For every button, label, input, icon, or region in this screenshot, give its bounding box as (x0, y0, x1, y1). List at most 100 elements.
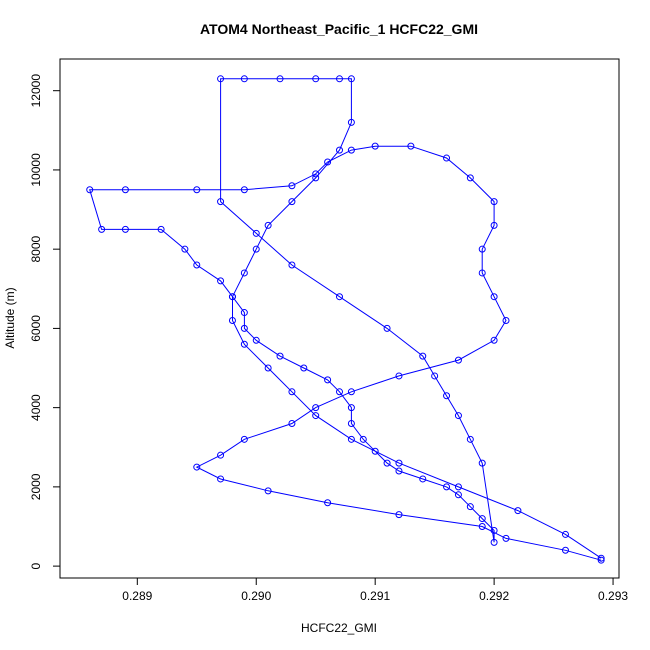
data-point (157, 225, 165, 233)
data-point (217, 277, 225, 285)
data-point (383, 324, 391, 332)
data-point (288, 419, 296, 427)
data-point (347, 388, 355, 396)
data-point (240, 435, 248, 443)
data-point (181, 245, 189, 253)
data-point (502, 534, 510, 542)
x-axis: 0.289 0.290 0.291 0.292 0.293 (122, 577, 628, 603)
x-tick-label: 0.293 (598, 589, 628, 603)
data-point (276, 75, 284, 83)
data-point (419, 352, 427, 360)
data-point (288, 388, 296, 396)
data-point (478, 515, 486, 523)
data-point (312, 170, 320, 178)
data-point (347, 75, 355, 83)
data-point (98, 225, 106, 233)
data-point (86, 186, 94, 194)
data-point (490, 538, 498, 546)
data-point (454, 483, 462, 491)
data-point (431, 372, 439, 380)
data-point (240, 340, 248, 348)
data-point (276, 352, 284, 360)
x-tick-label: 0.291 (360, 589, 390, 603)
y-tick-label: 0 (29, 562, 43, 569)
data-point (419, 475, 427, 483)
x-tick-label: 0.292 (479, 589, 509, 603)
plot-area (86, 75, 605, 564)
data-point (217, 451, 225, 459)
data-point (336, 75, 343, 83)
data-point (478, 269, 486, 277)
data-point (359, 435, 367, 443)
data-point (252, 245, 260, 253)
x-axis-label: HCFC22_GMI (301, 621, 377, 635)
data-point (336, 293, 343, 301)
y-tick-label: 8000 (29, 235, 43, 262)
data-point (312, 174, 320, 182)
y-tick-label: 12000 (29, 74, 43, 108)
data-point (443, 154, 451, 162)
data-point (240, 269, 248, 277)
y-tick-label: 6000 (29, 315, 43, 342)
data-point (454, 491, 462, 499)
data-point (252, 229, 260, 237)
data-point (490, 198, 498, 206)
data-point (312, 404, 320, 412)
data-point (371, 142, 379, 150)
x-tick-label: 0.290 (241, 589, 271, 603)
data-point (478, 522, 486, 530)
y-axis-label: Altitude (m) (3, 287, 17, 348)
y-tick-label: 10000 (29, 153, 43, 187)
data-point (264, 221, 272, 229)
data-point (288, 182, 296, 190)
data-point (502, 316, 510, 324)
data-point (466, 174, 474, 182)
data-point (597, 556, 605, 564)
data-point (288, 261, 296, 269)
data-point (490, 526, 498, 534)
data-point (228, 316, 236, 324)
data-point (597, 554, 605, 562)
data-point (217, 475, 225, 483)
data-point (264, 364, 272, 372)
data-point (561, 530, 569, 538)
data-point (288, 198, 296, 206)
data-point (347, 419, 355, 427)
data-point (490, 336, 498, 344)
series-line (89, 78, 602, 561)
data-point (347, 118, 355, 126)
data-point (395, 459, 403, 467)
data-point (454, 412, 462, 420)
data-point (395, 467, 403, 475)
data-point (443, 392, 451, 400)
chart-title: ATOM4 Northeast_Pacific_1 HCFC22_GMI (200, 21, 478, 37)
data-point (324, 499, 332, 507)
data-point (336, 146, 343, 154)
data-point (193, 186, 201, 194)
data-point (490, 293, 498, 301)
data-point (478, 245, 486, 253)
data-point (466, 503, 474, 511)
data-point (347, 146, 355, 154)
data-point (264, 487, 272, 495)
data-point (395, 511, 403, 519)
y-tick-label: 2000 (29, 473, 43, 500)
data-point (324, 376, 332, 384)
data-point (240, 309, 248, 317)
y-tick-label: 4000 (29, 394, 43, 421)
data-point (300, 364, 308, 372)
data-point (193, 463, 201, 471)
data-point (454, 356, 462, 364)
data-point (324, 158, 332, 166)
data-point (240, 324, 248, 332)
data-point (466, 435, 474, 443)
plot-frame (59, 58, 620, 579)
data-point (347, 404, 355, 412)
data-point (312, 412, 320, 420)
data-point (514, 507, 522, 515)
data-point (228, 293, 236, 301)
data-point (561, 546, 569, 554)
data-point (193, 261, 201, 269)
data-point (395, 372, 403, 380)
